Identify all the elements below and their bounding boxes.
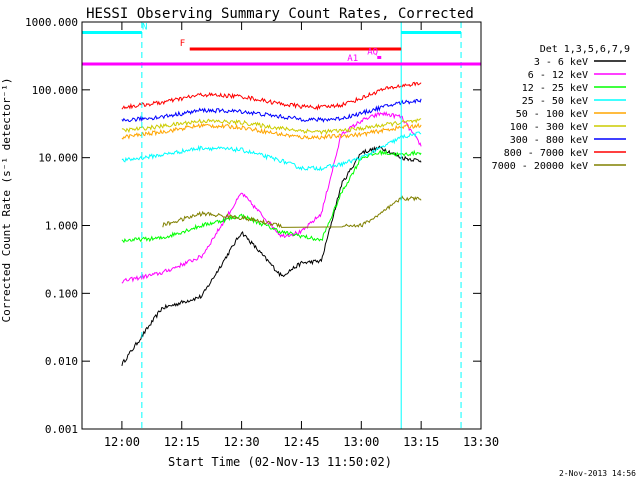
- y-axis-label: Corrected Count Rate (s⁻¹ detector⁻¹): [0, 77, 13, 322]
- x-tick-label: 12:00: [104, 435, 140, 449]
- plot-frame: [81, 21, 482, 430]
- x-tick-label: 12:45: [283, 435, 319, 449]
- series-line: [121, 111, 422, 284]
- x-tick-label: 12:15: [164, 435, 200, 449]
- x-tick-label: 13:30: [463, 435, 499, 449]
- y-tick-label: 1000.000: [25, 16, 78, 29]
- series-line: [162, 195, 422, 229]
- series-line: [121, 118, 422, 136]
- x-axis-label: Start Time (02-Nov-13 11:50:02): [168, 455, 392, 469]
- chart-title: HESSI Observing Summary Count Rates, Cor…: [86, 6, 474, 22]
- flag-label: N: [142, 23, 147, 33]
- y-tick-label: 10.000: [38, 152, 78, 165]
- legend-label: 100 - 300 keV: [510, 122, 588, 133]
- flag-label: AQ: [367, 47, 378, 57]
- legend-label: 7000 - 20000 keV: [492, 161, 588, 172]
- x-tick-label: 12:30: [224, 435, 260, 449]
- legend-label: 12 - 25 keV: [522, 83, 588, 94]
- x-tick-label: 13:00: [343, 435, 379, 449]
- flag-label: F: [180, 39, 185, 49]
- legend-title: Det 1,3,5,6,7,9: [540, 44, 630, 55]
- flag-label: A1: [347, 54, 358, 64]
- y-tick-label: 0.010: [45, 355, 78, 368]
- y-tick-label: 1.000: [45, 220, 78, 233]
- legend-label: 300 - 800 keV: [510, 135, 588, 146]
- y-tick-label: 0.100: [45, 287, 78, 300]
- y-tick-label: 100.000: [32, 84, 78, 97]
- x-tick-label: 13:15: [403, 435, 439, 449]
- series-line: [121, 98, 422, 123]
- series-line: [121, 149, 422, 244]
- legend-label: 3 - 6 keV: [534, 57, 588, 68]
- timestamp: 2-Nov-2013 14:56: [559, 469, 636, 478]
- plot-area: 0.001 0.010 0.100 1.000 10.000 100.000 1000.00…: [25, 16, 499, 449]
- legend-label: 6 - 12 keV: [528, 70, 588, 81]
- series-line: [121, 122, 422, 140]
- legend: 3 - 6 keV 6 - 12 keV 12 - 25 keV 25 - 50 ke…: [492, 57, 626, 172]
- series-line: [121, 81, 422, 111]
- y-tick-label: 0.001: [45, 423, 78, 436]
- legend-label: 800 - 7000 keV: [504, 148, 588, 159]
- series-line: [121, 131, 422, 172]
- legend-label: 50 - 100 keV: [516, 109, 588, 120]
- series-line: [121, 145, 422, 367]
- legend-label: 25 - 50 keV: [522, 96, 588, 107]
